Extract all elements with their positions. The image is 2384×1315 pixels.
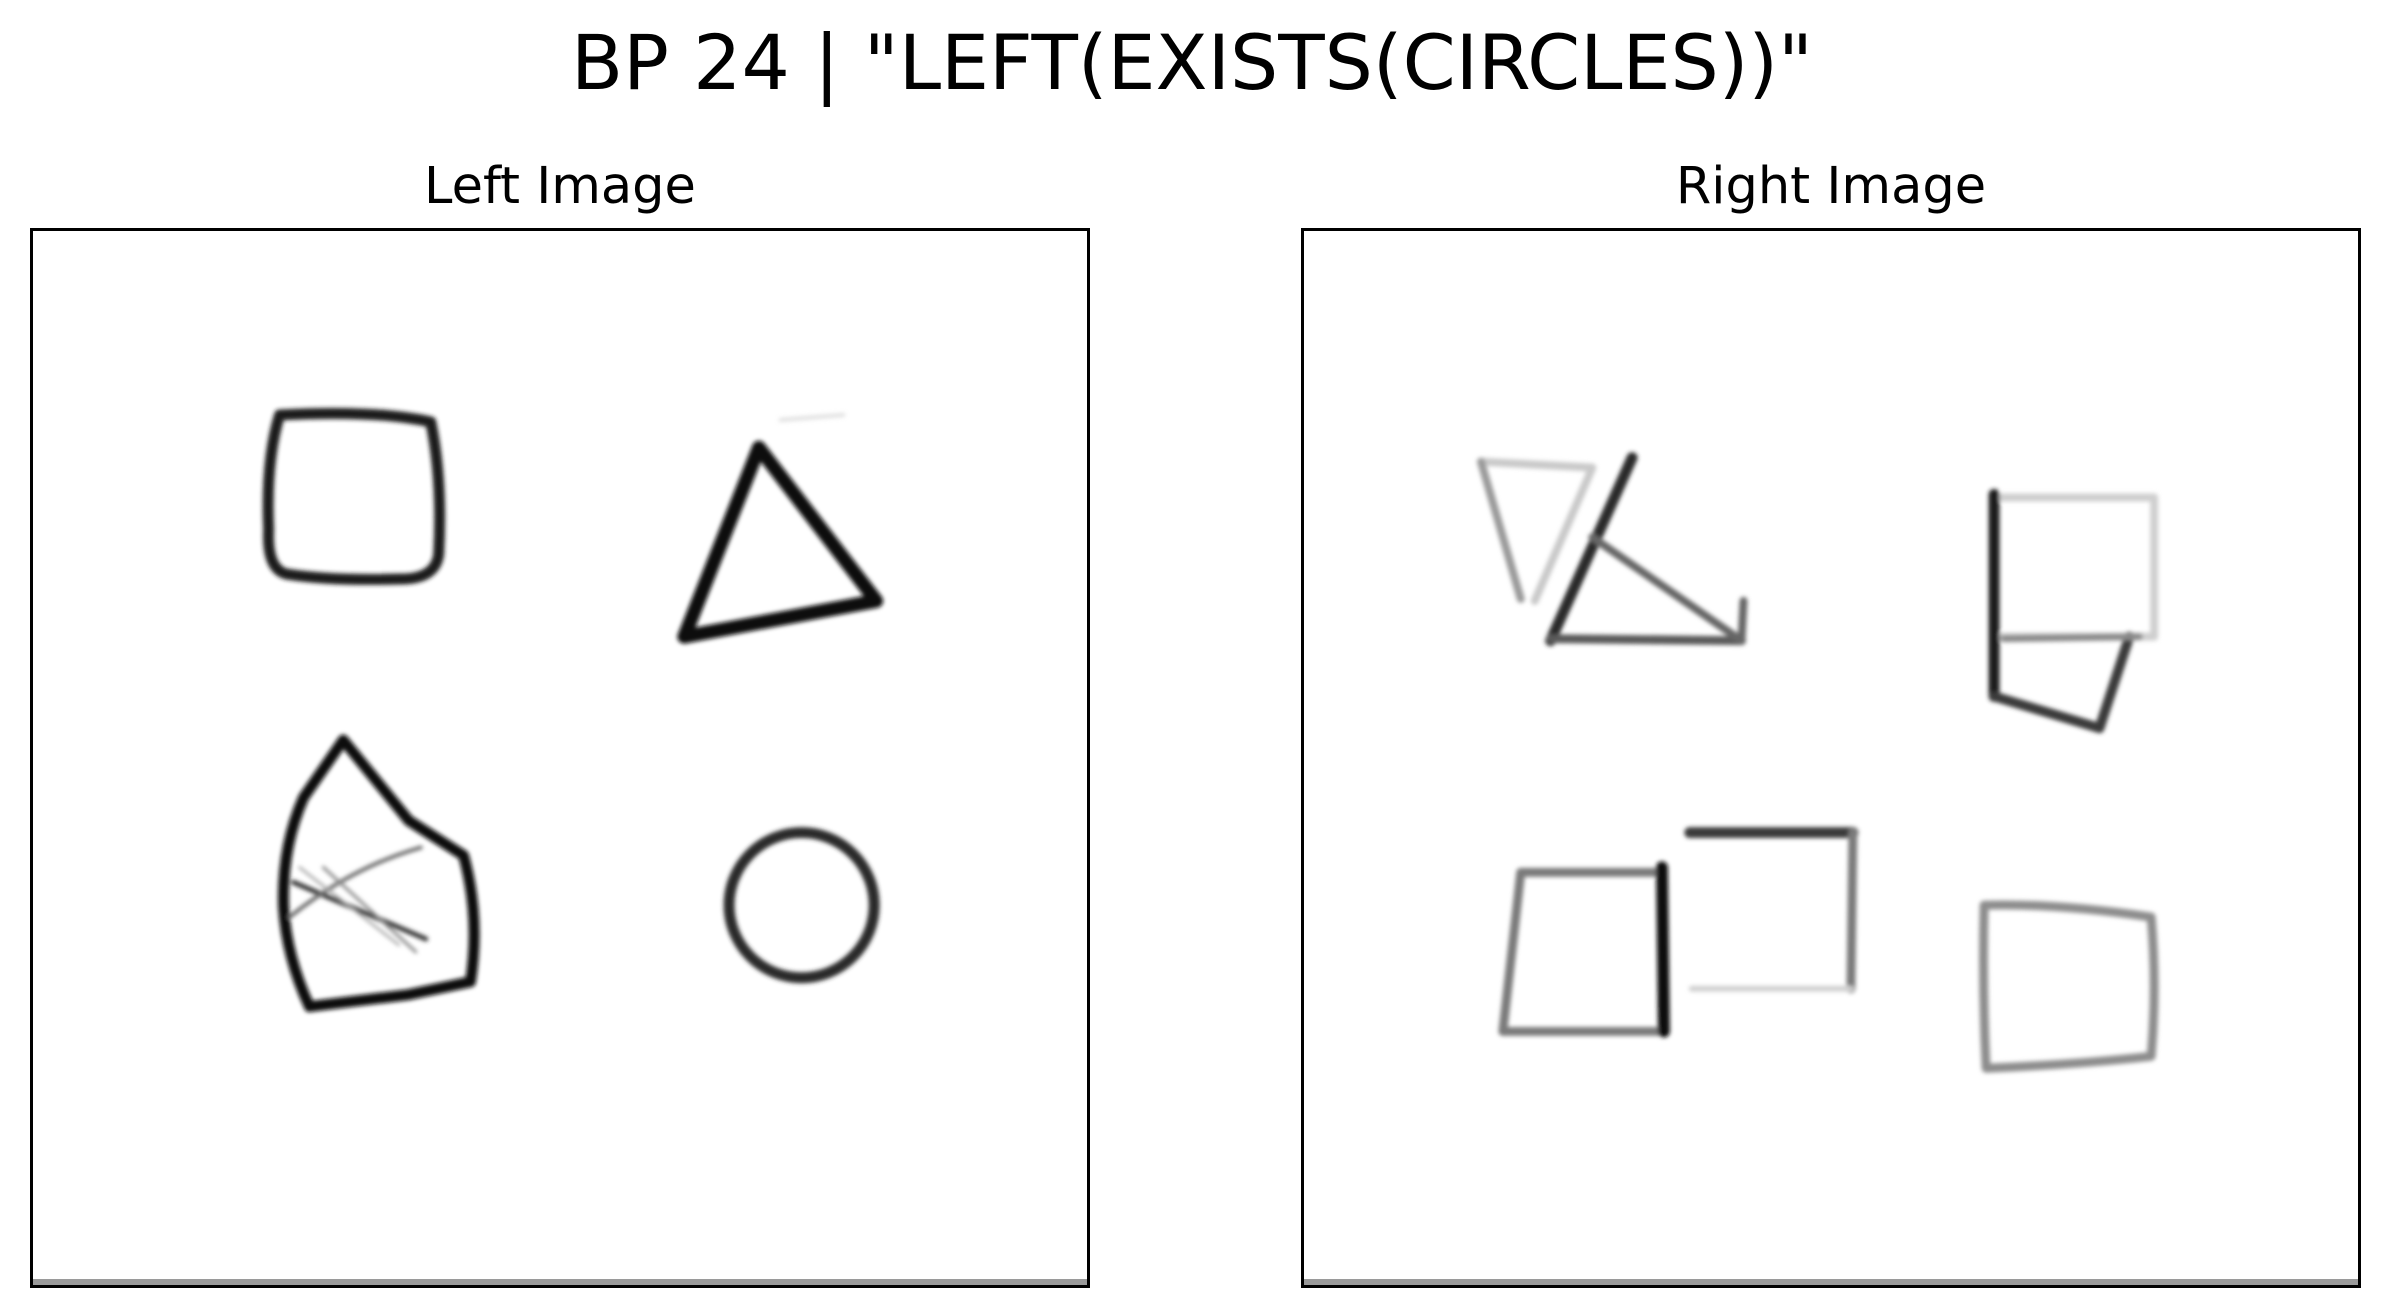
- triangle-shape: [677, 412, 884, 644]
- square-shape: [262, 408, 446, 585]
- left-image-canvas: [262, 408, 884, 1013]
- circle-shape: [723, 827, 880, 984]
- adjacent-squares-shape: [1498, 827, 1859, 1038]
- crossed-triangle-shape: [1477, 452, 1748, 647]
- square-shape: [1978, 900, 2159, 1073]
- left-image-title: Left Image: [424, 157, 696, 216]
- right-image-canvas: [1477, 452, 2159, 1073]
- left-image-panel: [30, 228, 1090, 1288]
- figure-title: BP 24 | "LEFT(EXISTS(CIRCLES))": [570, 18, 1813, 107]
- square-with-inner-quad-shape: [1988, 489, 2159, 734]
- polygon-with-cross-shape: [277, 734, 480, 1013]
- right-image-title: Right Image: [1675, 157, 1987, 216]
- right-image-panel: [1301, 228, 2361, 1288]
